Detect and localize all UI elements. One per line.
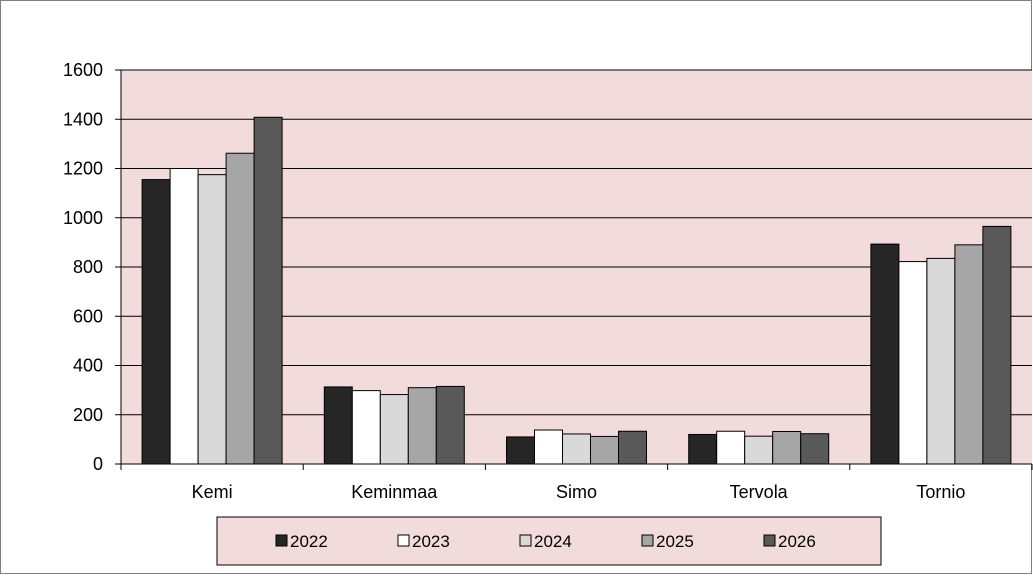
y-tick-label: 1000: [63, 208, 103, 228]
y-tick-label: 1200: [63, 159, 103, 179]
legend-label-2023: 2023: [412, 532, 450, 551]
bar-tornio-2022: [870, 243, 900, 465]
bar-keminmaa-2023: [351, 390, 381, 465]
bar-keminmaa-2025: [407, 387, 437, 465]
y-tick-label: 800: [73, 257, 103, 277]
bar-tornio-2023: [898, 261, 928, 465]
legend-label-2026: 2026: [778, 532, 816, 551]
legend-label-2022: 2022: [290, 532, 328, 551]
bar-keminmaa-2024: [379, 394, 409, 465]
legend: 2022 2023 2024 2025 2026: [216, 516, 882, 566]
y-tick-label: 1400: [63, 109, 103, 129]
y-tick-label: 0: [93, 454, 103, 474]
bar-tornio-2024: [926, 257, 956, 465]
x-tick-label: Kemi: [192, 482, 233, 502]
legend-label-2024: 2024: [534, 532, 572, 551]
bar-tervola-2026: [800, 433, 830, 465]
y-tick-label: 600: [73, 306, 103, 326]
bar-keminmaa-2026: [435, 385, 465, 465]
y-tick-labels: 0 200 400 600 800 1000 1200 1400 1600: [63, 60, 121, 474]
bar-tervola-2022: [688, 433, 718, 465]
bar-tervola-2023: [716, 430, 746, 465]
x-tick-label: Tornio: [916, 482, 965, 502]
bar-kemi-2025: [225, 152, 255, 465]
bar-kemi-2023: [169, 168, 199, 465]
bar-kemi-2024: [197, 174, 227, 465]
bar-simo-2026: [618, 430, 647, 465]
y-tick-label: 400: [73, 356, 103, 376]
bar-simo-2024: [562, 433, 591, 465]
y-tick-label: 200: [73, 405, 103, 425]
legend-swatch-2023: [397, 534, 410, 547]
bar-simo-2022: [506, 436, 535, 465]
legend-label-2025: 2025: [656, 532, 694, 551]
legend-swatch-2026: [763, 534, 776, 547]
legend-swatch-2022: [275, 534, 288, 547]
bar-kemi-2022: [141, 179, 171, 465]
x-tick-label: Tervola: [730, 482, 789, 502]
bar-kemi-2026: [253, 116, 283, 465]
y-tick-label: 1600: [63, 60, 103, 80]
legend-swatch-2024: [519, 534, 532, 547]
x-tick-label: Keminmaa: [351, 482, 438, 502]
x-tick-labels: Kemi Keminmaa Simo Tervola Tornio: [120, 464, 1033, 502]
bar-tornio-2026: [982, 225, 1012, 465]
bar-tervola-2025: [772, 430, 802, 465]
legend-swatch-2025: [641, 534, 654, 547]
bar-tervola-2024: [744, 435, 774, 465]
bar-tornio-2025: [954, 244, 984, 465]
bar-simo-2025: [590, 435, 619, 465]
x-tick-label: Simo: [556, 482, 597, 502]
bar-simo-2023: [534, 429, 563, 465]
bar-keminmaa-2022: [323, 386, 353, 465]
